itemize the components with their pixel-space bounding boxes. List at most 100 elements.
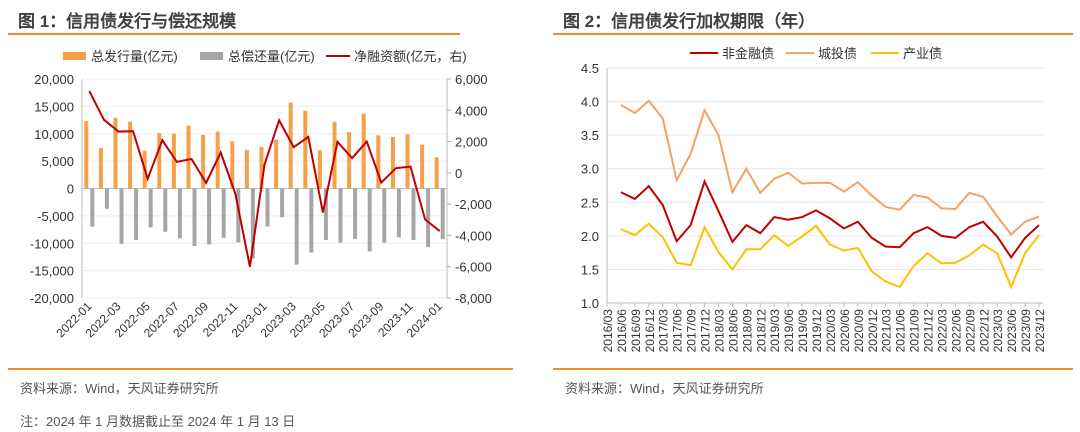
legend-label: 总偿还量(亿元) — [228, 49, 315, 64]
x-axis-tick: 2018/09 — [740, 309, 754, 353]
repayment-bar — [265, 188, 270, 227]
note: 注：2024 年 1 月数据截止至 2024 年 1 月 13 日 — [20, 414, 296, 429]
issuance-bar — [274, 139, 279, 189]
repayment-bar — [207, 188, 212, 245]
issuance-bar — [157, 132, 162, 189]
left-axis-tick: -10,000 — [30, 236, 74, 251]
legend-swatch — [63, 52, 86, 60]
left-axis-tick: -15,000 — [30, 264, 74, 279]
issuance-bar — [128, 121, 133, 189]
source-left: 资料来源：Wind，天风证券研究所 — [20, 381, 219, 396]
issuance-bar — [84, 121, 89, 189]
series-line-非金融债 — [620, 178, 1040, 260]
y-axis-tick: 1.0 — [581, 296, 599, 311]
repayment-bar — [440, 188, 445, 240]
legend-label: 净融资额(亿元，右) — [354, 49, 467, 64]
x-axis-tick: 2016/03 — [601, 309, 615, 353]
y-axis-tick: 3.5 — [581, 128, 599, 143]
left-axis-tick: 20,000 — [34, 72, 74, 87]
right-axis-tick: 0 — [455, 166, 462, 181]
issuance-bar — [201, 134, 206, 189]
repayment-bar — [280, 188, 285, 218]
left-axis-tick: 10,000 — [34, 127, 74, 142]
net-financing-line — [88, 90, 441, 267]
series-line-城投债 — [620, 99, 1040, 236]
repayment-bar — [250, 188, 255, 259]
x-axis-tick: 2018/06 — [726, 309, 740, 353]
repayment-bar — [309, 188, 314, 253]
y-axis-tick: 4.0 — [581, 95, 599, 110]
chart1-issuance-repayment: -20,000 -15,000 -10,000 -5,000 0 5,000 10,000 1… — [30, 49, 492, 340]
left-axis-tick: 5,000 — [41, 154, 74, 169]
right-axis-tick: -6,000 — [455, 260, 492, 275]
issuance-bar — [259, 146, 264, 189]
repayment-bar — [163, 188, 168, 232]
issuance-bar — [434, 157, 439, 189]
y-axis-tick: 1.5 — [581, 262, 599, 277]
x-axis-tick: 2019/06 — [782, 309, 796, 353]
issuance-bar — [98, 147, 103, 189]
issuance-bar — [230, 141, 235, 189]
title-rule-left — [8, 33, 460, 35]
left-axis-tick: -20,000 — [30, 291, 74, 306]
repayment-bar — [323, 188, 328, 240]
footer-rule-right — [553, 368, 1073, 370]
legend-label: 总发行量(亿元) — [91, 49, 178, 64]
x-axis-tick: 2016/06 — [615, 309, 629, 353]
source-right: 资料来源：Wind，天风证券研究所 — [565, 381, 764, 396]
x-axis-tick: 2019/03 — [768, 309, 782, 353]
right-axis-tick: 2,000 — [455, 135, 488, 150]
repayment-bar — [119, 188, 124, 244]
repayment-bar — [148, 188, 153, 228]
issuance-bar — [244, 150, 249, 189]
issuance-bar — [420, 144, 425, 189]
left-axis-tick: -5,000 — [37, 209, 74, 224]
repayment-bar — [221, 188, 226, 238]
right-axis-tick: -8,000 — [455, 291, 492, 306]
y-axis-tick: 3.0 — [581, 162, 599, 177]
issuance-bar — [390, 137, 395, 189]
left-axis-tick: 15,000 — [34, 99, 74, 114]
x-axis-tick: 2017/12 — [699, 309, 713, 353]
repayment-bar — [294, 188, 299, 265]
x-axis-tick: 2020/06 — [838, 309, 852, 353]
issuance-bar — [186, 125, 191, 189]
repayment-bar — [177, 188, 182, 239]
issuance-bar — [317, 150, 322, 189]
issuance-bar — [347, 132, 352, 189]
title-rule-right — [553, 33, 1073, 35]
x-axis-tick: 2019/09 — [796, 309, 810, 353]
x-axis-tick: 2020/03 — [824, 309, 838, 353]
repayment-bar — [396, 188, 401, 238]
right-axis-tick: 6,000 — [455, 72, 488, 87]
repayment-bar — [338, 188, 343, 243]
issuance-bar — [405, 134, 410, 189]
x-axis-tick: 2021/06 — [894, 309, 908, 353]
right-axis-tick: -2,000 — [455, 197, 492, 212]
right-axis-tick: 4,000 — [455, 103, 488, 118]
x-axis-tick: 2022/06 — [949, 309, 963, 353]
repayment-bar — [367, 188, 372, 252]
x-axis-tick: 2023/06 — [1005, 309, 1019, 353]
repayment-bar — [90, 188, 95, 227]
repayment-bar — [104, 188, 109, 209]
repayment-bar — [426, 188, 431, 248]
x-axis-tick: 2017/09 — [685, 309, 699, 353]
y-axis-tick: 4.5 — [581, 61, 599, 76]
issuance-bar — [361, 113, 366, 189]
x-axis-tick: 2023/03 — [991, 309, 1005, 353]
x-axis-tick: 2023/09 — [1019, 309, 1033, 353]
x-axis-tick: 2018/03 — [712, 309, 726, 353]
x-axis-tick: 2017/06 — [671, 309, 685, 353]
x-axis-tick: 2016/09 — [629, 309, 643, 353]
footer-rule-left — [8, 368, 513, 370]
repayment-bar — [236, 188, 241, 243]
legend-label: 产业债 — [903, 46, 942, 61]
x-axis-tick: 2021/03 — [880, 309, 894, 353]
chart2-title: 图 2：信用债发行加权期限（年） — [563, 12, 816, 31]
y-axis-tick: 2.5 — [581, 195, 599, 210]
repayment-bar — [411, 188, 416, 240]
series-line-产业债 — [620, 222, 1040, 290]
legend-swatch — [200, 52, 223, 60]
x-axis-tick: 2016/12 — [643, 309, 657, 353]
